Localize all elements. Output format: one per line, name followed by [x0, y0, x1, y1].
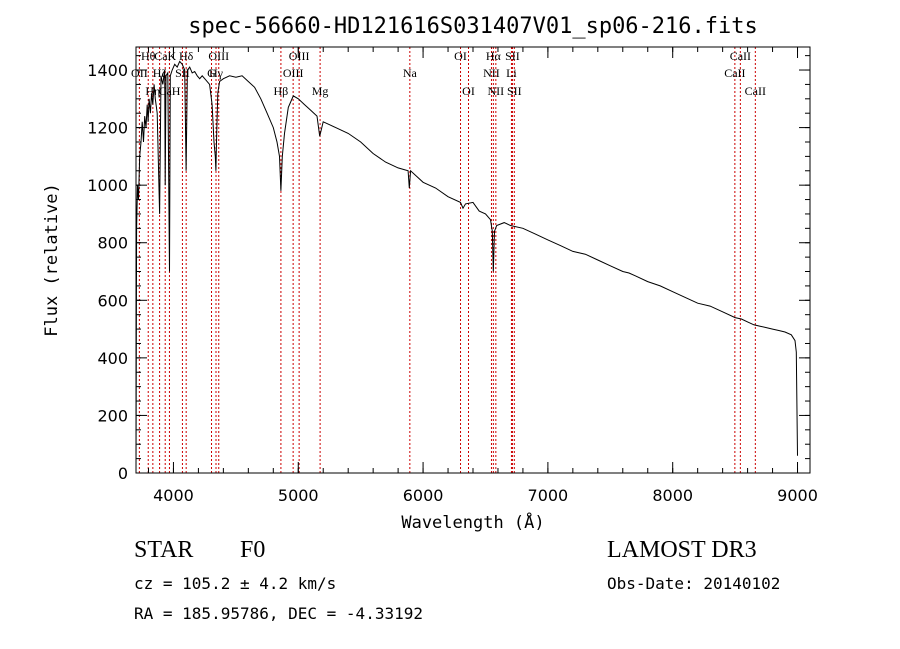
coordinates: RA = 185.95786, DEC = -4.33192 [134, 604, 423, 623]
spectrum-line [135, 60, 798, 474]
line-label-4: CaK [154, 49, 176, 63]
plot-frame [135, 46, 811, 474]
line-label-6: SII [175, 66, 190, 80]
redshift-velocity: cz = 105.2 ± 4.2 km/s [134, 574, 337, 593]
line-label-3: Hζ [153, 66, 167, 80]
line-label-19: Hα [486, 49, 502, 63]
y-tick-label: 1000 [87, 176, 128, 195]
line-label-0: OII [131, 66, 148, 80]
x-tick-labels: 4000 5000 6000 7000 8000 9000 [153, 486, 818, 505]
x-tick-label: 7000 [528, 486, 569, 505]
spectral-line-markers [138, 47, 756, 473]
y-axis-label: Flux (relative) [42, 183, 62, 337]
line-label-10: OIII [208, 49, 229, 63]
x-tick-label: 6000 [403, 486, 444, 505]
line-label-5: CaH [158, 84, 180, 98]
line-label-17: OI [462, 84, 475, 98]
line-label-13: OIII [289, 49, 310, 63]
y-tick-label: 1200 [87, 119, 128, 138]
line-label-8: G [207, 66, 216, 80]
line-label-24: CaII [724, 66, 745, 80]
y-tick-label: 200 [97, 406, 128, 425]
line-label-12: OIII [283, 66, 304, 80]
y-tick-label: 1400 [87, 61, 128, 80]
chart-title: spec-56660-HD121616S031407V01_sp06-216.f… [188, 14, 758, 39]
line-label-20: NII [488, 84, 505, 98]
spectral-line-labels: OII Hθ Hη Hζ CaK CaH SII Hδ GHγ OIII Hβ OIII OIII Mg N… [131, 49, 766, 98]
observation-date: Obs-Date: 20140102 [607, 574, 781, 593]
line-label-15: Na [403, 66, 418, 80]
x-tick-label: 9000 [777, 486, 818, 505]
survey-name: LAMOST DR3 [607, 537, 757, 563]
line-label-14: Mg [312, 84, 329, 98]
x-axis-label: Wavelength (Å) [401, 511, 544, 533]
y-tick-label: 800 [97, 234, 128, 253]
y-tick-label: 600 [97, 291, 128, 310]
line-label-2: Hη [145, 84, 160, 98]
line-label-7: Hδ [179, 49, 194, 63]
object-class: STAR [134, 537, 194, 563]
x-tick-label: 5000 [278, 486, 319, 505]
line-label-26: CaII [745, 84, 766, 98]
line-label-16: OI [454, 49, 467, 63]
x-tick-label: 4000 [153, 486, 194, 505]
line-label-11: Hβ [274, 84, 289, 98]
line-label-9: Hγ [209, 66, 224, 80]
y-tick-labels: 0 200 400 600 800 1000 1200 1400 [87, 61, 128, 483]
line-label-25: CaII [730, 49, 751, 63]
x-tick-label: 8000 [652, 486, 693, 505]
object-subclass: F0 [240, 537, 266, 563]
line-label-1: Hθ [141, 49, 156, 63]
line-label-18: NII [483, 66, 500, 80]
line-label-22: SII [505, 49, 520, 63]
line-label-23: SII [507, 84, 522, 98]
y-tick-label: 0 [118, 464, 128, 483]
axis-ticks [136, 47, 810, 474]
line-label-21: Li [506, 66, 517, 80]
y-tick-label: 400 [97, 349, 128, 368]
